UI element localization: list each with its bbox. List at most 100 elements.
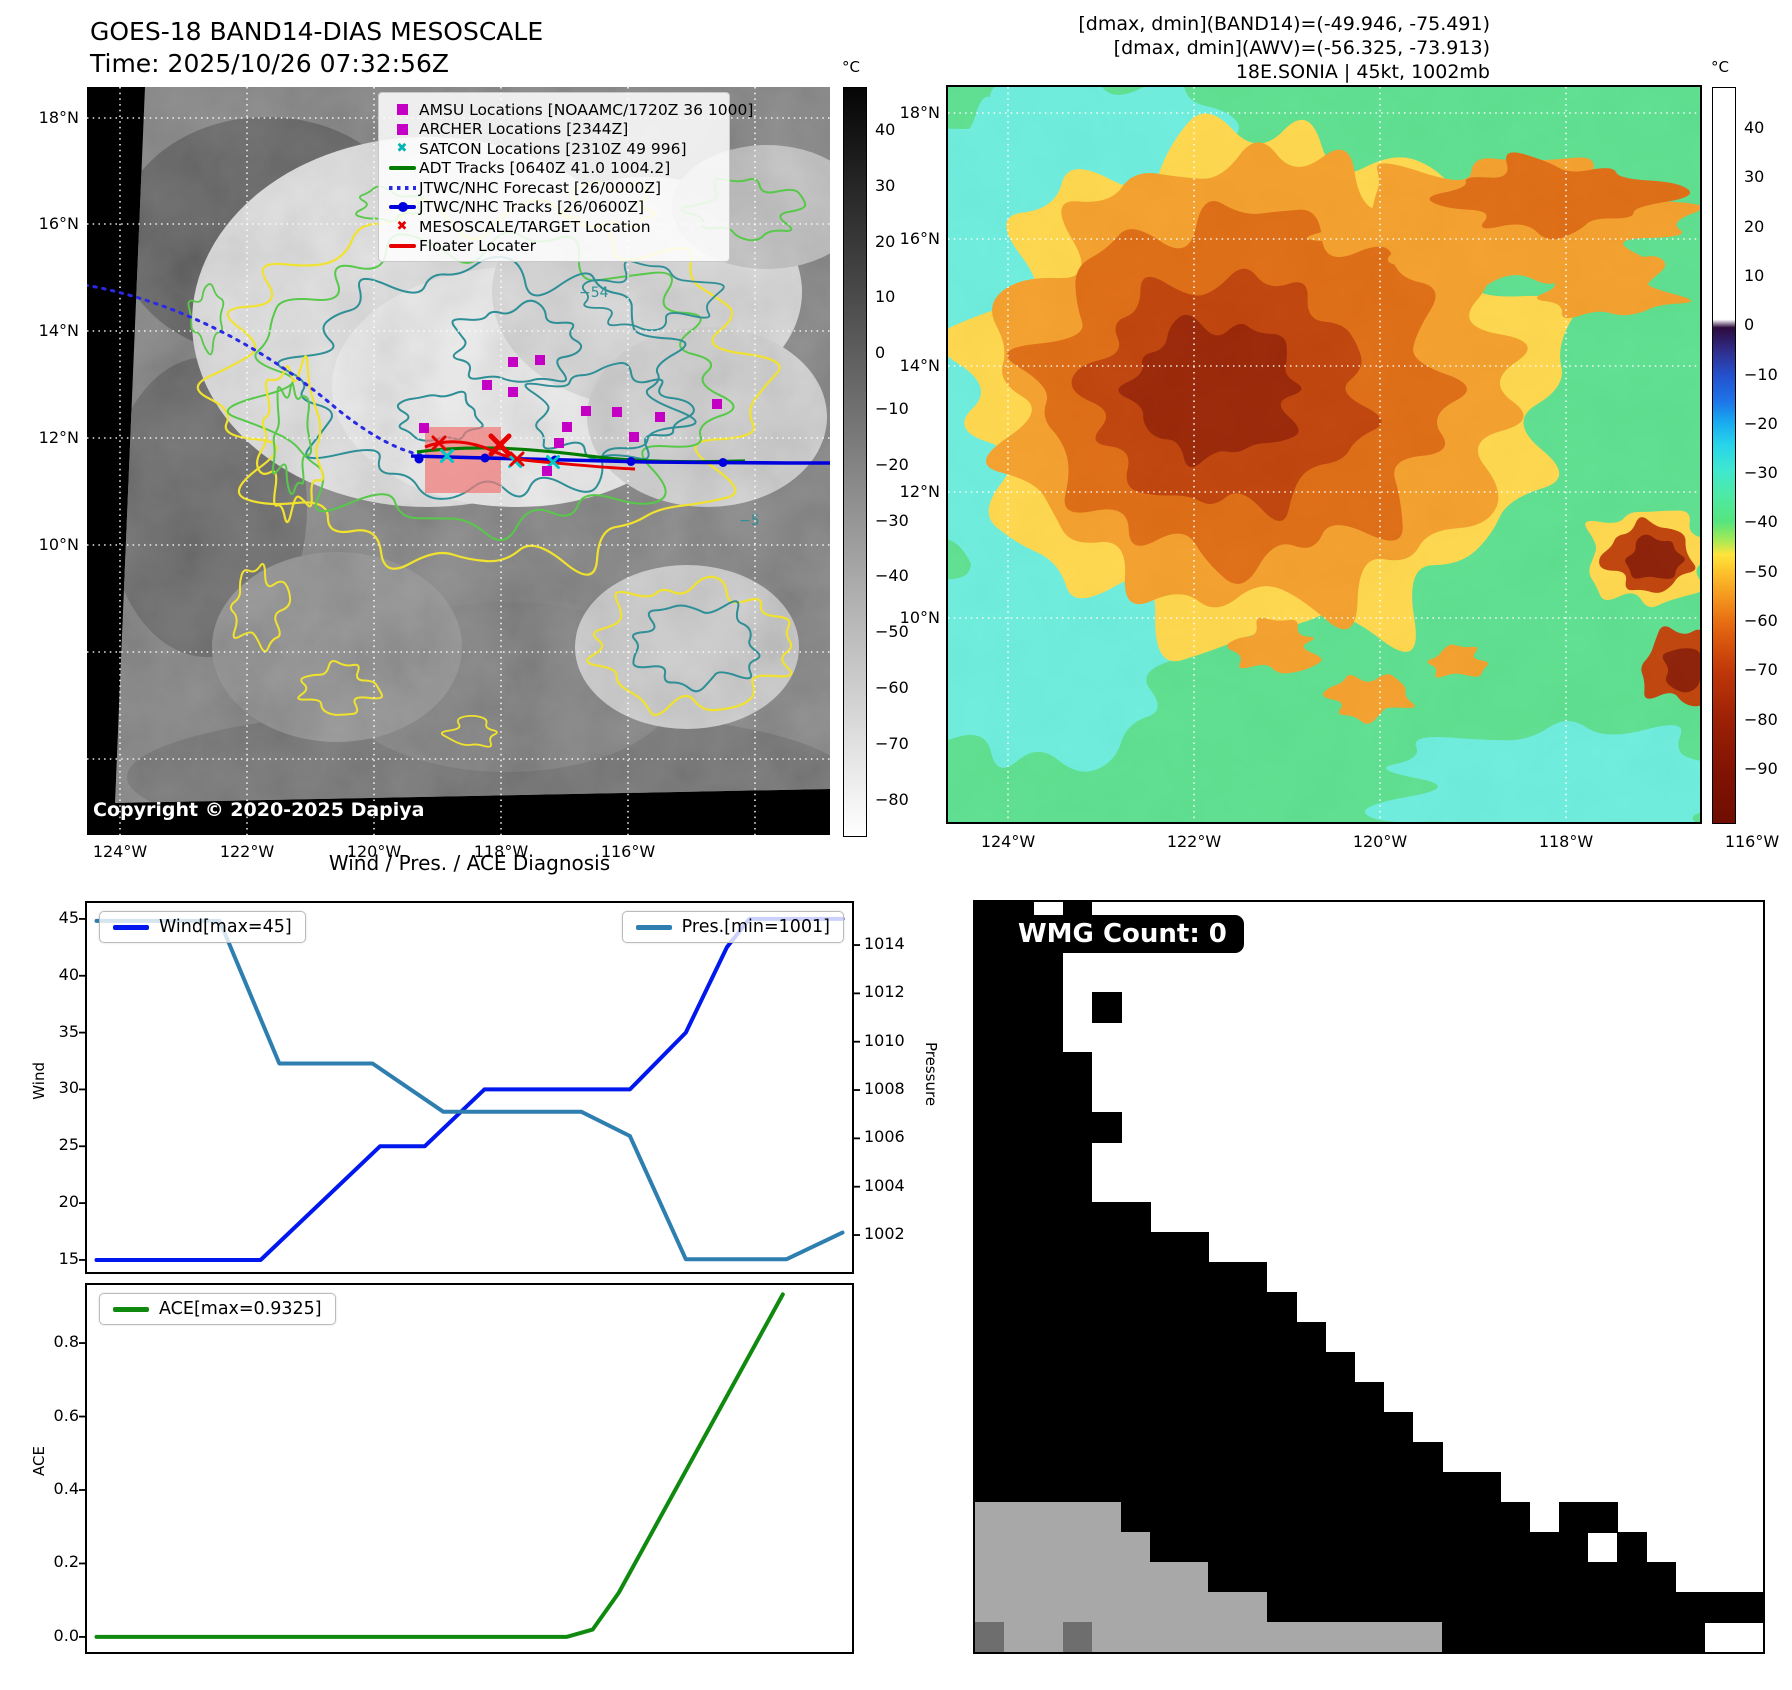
wmg-cell <box>1033 1262 1064 1293</box>
wmg-cell <box>1500 1592 1531 1623</box>
wmg-cell <box>1208 1562 1239 1593</box>
ace-chart <box>79 1283 854 1654</box>
wind-ytick: 40 <box>58 964 79 984</box>
wmg-cell <box>1266 1412 1297 1443</box>
wmg-cell <box>1062 1292 1093 1323</box>
wmg-cell <box>1179 1502 1210 1533</box>
wmg-cell <box>1150 1502 1180 1533</box>
band14-title: GOES-18 BAND14-DIAS MESOSCALE <box>90 17 544 46</box>
wmg-cell <box>975 1172 1005 1203</box>
legend-item-label: Floater Locater <box>419 237 536 256</box>
wmg-cell <box>1208 1622 1239 1652</box>
wmg-cell <box>1383 1532 1414 1563</box>
awv-lon-tick: 122°W <box>1166 832 1222 851</box>
storm-id-intensity: 18E.SONIA | 45kt, 1002mb <box>1235 61 1490 83</box>
wmg-cell <box>1062 1472 1093 1503</box>
wmg-cell <box>1237 1532 1268 1563</box>
wind-legend-label: Wind[max=45] <box>159 917 292 937</box>
wmg-cell <box>1091 1292 1122 1323</box>
wmg-cell <box>1004 1232 1034 1263</box>
wmg-cell <box>1617 1592 1647 1623</box>
wmg-cell <box>1441 1472 1472 1503</box>
legend-item-label: SATCON Locations [2310Z 49 996] <box>419 139 687 158</box>
wmg-cell <box>1091 1502 1122 1533</box>
awv-lon-tick: 116°W <box>1724 832 1780 851</box>
wmg-cell <box>1208 1262 1239 1293</box>
wmg-cell <box>1471 1622 1501 1652</box>
wmg-cell <box>1062 1412 1093 1443</box>
awv-colorbar-tick: 20 <box>1744 216 1765 236</box>
pressure-ytick: 1004 <box>864 1175 905 1195</box>
wmg-cell <box>1617 1532 1647 1563</box>
square-marker-icon <box>385 104 419 116</box>
wmg-cell <box>1500 1562 1531 1593</box>
wmg-cell <box>975 1622 1005 1652</box>
wmg-cell <box>975 1262 1005 1293</box>
wmg-cell <box>1033 992 1064 1023</box>
awv-colorbar-tick: 10 <box>1744 265 1765 285</box>
wmg-cell <box>1354 1382 1385 1413</box>
wmg-cell <box>1062 1202 1093 1233</box>
band14-colorbar-tick: −30 <box>875 510 909 530</box>
wmg-cell <box>1033 1592 1064 1623</box>
wmg-cell <box>1733 1592 1763 1623</box>
wmg-cell <box>1412 1442 1443 1473</box>
wmg-cell <box>1675 1622 1706 1652</box>
wind-ytick: 45 <box>58 907 79 927</box>
awv-lat-tick: 12°N <box>899 482 940 501</box>
band14-lat-tick: 14°N <box>38 321 79 340</box>
wmg-cell <box>975 1202 1005 1233</box>
wmg-cell <box>975 1232 1005 1263</box>
dmax-dmin-awv: [dmax, dmin](AWV)=(-56.325, -73.913) <box>1113 37 1490 59</box>
wmg-cell <box>1120 1562 1151 1593</box>
band14-colorbar-tick: 0 <box>875 343 886 363</box>
wmg-cell <box>1617 1562 1647 1593</box>
wmg-cell <box>1325 1562 1355 1593</box>
band14-map-panel: −54 −5 AMSU Locations [NOAAMC/1720Z 36 10… <box>87 87 830 835</box>
wmg-cell <box>1150 1292 1180 1323</box>
wmg-cell <box>1120 1292 1151 1323</box>
wmg-cell <box>1062 1442 1093 1473</box>
wmg-cell <box>1325 1622 1355 1652</box>
wmg-cell <box>1587 1562 1618 1593</box>
wmg-cell <box>1091 1352 1122 1383</box>
awv-colorbar-tick: −40 <box>1744 512 1778 532</box>
band14-lat-tick: 12°N <box>38 428 79 447</box>
wmg-cell <box>1471 1592 1501 1623</box>
ace-line-swatch <box>113 1306 149 1312</box>
legend-item: ✖ SATCON Locations [2310Z 49 996] <box>385 139 721 159</box>
dotted-marker-icon <box>385 185 419 190</box>
wmg-cell <box>1004 992 1034 1023</box>
wmg-cell <box>1062 1502 1093 1533</box>
wmg-cell <box>1004 1502 1034 1533</box>
wmg-cell <box>1004 1622 1034 1652</box>
wmg-cell <box>1471 1472 1501 1503</box>
awv-lon-tick: 118°W <box>1538 832 1594 851</box>
pressure-ytick: 1008 <box>864 1079 905 1099</box>
wmg-cell <box>1004 1382 1034 1413</box>
band14-lon-tick: 124°W <box>92 842 148 861</box>
wmg-cell <box>1150 1532 1180 1563</box>
wmg-cell <box>1558 1502 1589 1533</box>
wmg-cell <box>1412 1502 1443 1533</box>
wmg-cell <box>1179 1292 1210 1323</box>
pressure-legend-label: Pres.[min=1001] <box>681 917 830 937</box>
legend-item-label: ARCHER Locations [2344Z] <box>419 120 629 139</box>
legend-item: Floater Locater <box>385 237 721 257</box>
line-marker-icon <box>385 244 419 249</box>
wmg-cell <box>975 1442 1005 1473</box>
awv-lat-tick: 18°N <box>899 103 940 122</box>
wmg-cell <box>1471 1532 1501 1563</box>
wmg-cell <box>1033 1292 1064 1323</box>
wmg-cell <box>1179 1622 1210 1652</box>
wmg-cell <box>1325 1352 1355 1383</box>
wmg-cell <box>1441 1532 1472 1563</box>
wmg-cell <box>1441 1622 1472 1652</box>
wmg-cell <box>1179 1262 1210 1293</box>
wmg-count-badge: WMG Count: 0 <box>1001 915 1244 953</box>
wmg-cell <box>1558 1562 1589 1593</box>
square-marker-icon <box>385 123 419 135</box>
band14-colorbar-tick: −40 <box>875 566 909 586</box>
wmg-cell <box>1120 1532 1151 1563</box>
wmg-cell <box>1441 1502 1472 1533</box>
